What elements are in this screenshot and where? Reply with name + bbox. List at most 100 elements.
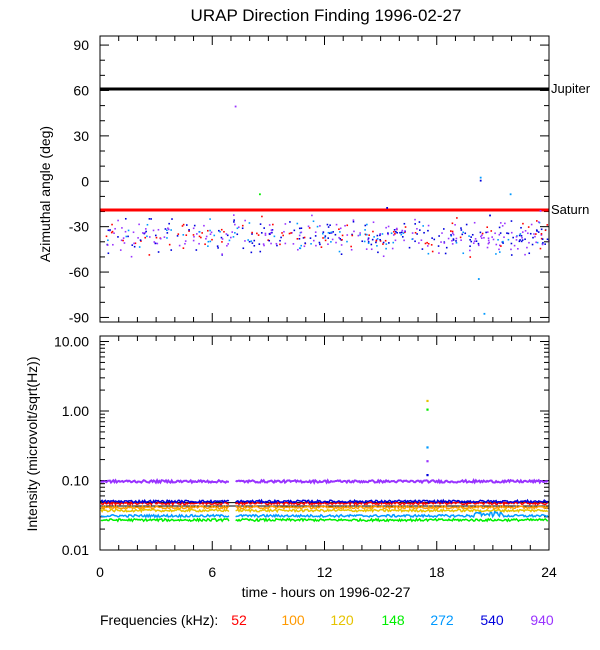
azimuth-point	[498, 233, 501, 236]
azimuth-point	[367, 242, 370, 244]
azimuth-point	[273, 235, 276, 238]
azimuth-point	[288, 232, 291, 235]
azimuth-point	[298, 237, 301, 240]
azimuth-point	[330, 231, 333, 234]
azimuth-point	[125, 235, 128, 238]
azimuth-point	[340, 244, 343, 246]
azimuth-point	[341, 234, 344, 237]
azimuth-point	[256, 232, 258, 235]
azimuth-point	[387, 233, 389, 236]
azimuth-point	[372, 230, 374, 233]
azimuth-point	[390, 232, 393, 235]
azimuth-point	[146, 223, 149, 226]
azimuth-point	[105, 235, 108, 238]
azimuth-point	[481, 234, 483, 237]
azimuth-point	[236, 233, 239, 236]
azimuth-point	[365, 233, 367, 236]
azimuth-point	[330, 241, 332, 243]
azimuth-point	[474, 238, 477, 240]
azimuth-point	[268, 224, 271, 226]
azimuth-point	[352, 220, 355, 223]
azimuth-point	[308, 227, 311, 229]
azimuth-point	[473, 221, 476, 224]
azimuth-point	[396, 231, 398, 234]
azimuth-point	[148, 236, 151, 238]
azimuth-point	[272, 223, 274, 226]
intensity-ytick-label: 10.00	[54, 334, 89, 350]
azimuth-point	[322, 232, 324, 235]
frequency-legend: Frequencies (kHz): 52 100 120 148 272 540 940	[100, 612, 554, 628]
azimuth-point	[166, 232, 169, 234]
azimuth-point	[521, 231, 524, 233]
azimuth-point	[473, 240, 476, 243]
intensity-ylabel: Intensity (microvolt/sqrt(Hz))	[24, 356, 40, 531]
azimuth-point	[535, 229, 538, 231]
azimuth-point	[164, 228, 167, 230]
azimuth-outlier	[483, 312, 486, 315]
azimuth-point	[487, 237, 490, 240]
intensity-plot-frame	[99, 335, 550, 551]
azimuth-point	[326, 223, 329, 226]
azimuth-point	[372, 221, 375, 224]
azimuth-point	[498, 248, 500, 251]
azimuth-point	[418, 242, 420, 244]
azimuth-point	[510, 231, 513, 234]
azimuth-point	[422, 225, 424, 227]
azimuth-point	[335, 223, 338, 226]
azimuth-point	[182, 223, 185, 226]
azimuth-point	[455, 241, 458, 244]
azimuth-point	[316, 225, 319, 228]
azimuth-point	[408, 246, 411, 249]
azimuth-point	[490, 230, 493, 232]
azimuth-point	[263, 244, 265, 247]
azimuth-point	[388, 242, 390, 244]
azimuth-point	[109, 229, 111, 231]
azimuth-point	[414, 240, 416, 243]
azimuth-point	[279, 243, 281, 246]
legend-label: Frequencies (kHz):	[100, 612, 218, 628]
azimuth-outlier	[489, 214, 491, 217]
azimuth-point	[532, 236, 534, 239]
azimuth-point	[346, 240, 348, 243]
azimuth-point	[399, 231, 401, 234]
azimuth-point	[452, 238, 455, 240]
azimuth-point	[150, 218, 152, 220]
azimuth-point	[264, 232, 267, 235]
azimuth-point	[205, 237, 207, 240]
time-xtick-label: 12	[317, 564, 333, 580]
azimuth-point	[368, 234, 370, 236]
intensity-spike-point	[426, 408, 429, 411]
azimuth-point	[318, 241, 321, 244]
azimuth-point	[444, 252, 447, 255]
azimuth-point	[253, 239, 256, 242]
azimuth-point	[475, 240, 478, 242]
azimuth-point	[540, 228, 543, 231]
azimuth-point	[193, 224, 196, 227]
azimuth-point	[507, 238, 510, 241]
azimuth-point	[371, 238, 374, 241]
azimuth-point	[539, 247, 542, 250]
azimuth-point	[233, 219, 235, 221]
azimuth-point	[168, 243, 171, 246]
azimuth-point	[524, 230, 527, 232]
intensity-series-940	[100, 477, 549, 485]
azimuth-point	[498, 244, 501, 247]
azimuth-point	[123, 242, 126, 244]
azimuth-point	[460, 229, 463, 231]
azimuth-point	[416, 233, 418, 235]
azimuth-point	[396, 227, 398, 230]
azimuth-point	[221, 238, 224, 240]
intensity-plot-area: 10.00 1.00 0.10 0.01 0 6 12 18 24	[54, 334, 557, 580]
azimuth-point	[192, 227, 195, 230]
azimuth-point	[465, 223, 468, 226]
azimuth-point	[207, 245, 209, 247]
azimuth-point	[456, 217, 458, 219]
azimuth-point	[350, 248, 353, 251]
azimuth-point	[515, 235, 518, 238]
azimuth-ytick-label: 0	[81, 173, 89, 189]
azimuth-point	[269, 232, 272, 234]
azimuth-point	[519, 233, 522, 235]
azimuth-point	[331, 238, 334, 241]
azimuth-point	[127, 235, 129, 238]
azimuth-point	[375, 241, 377, 244]
